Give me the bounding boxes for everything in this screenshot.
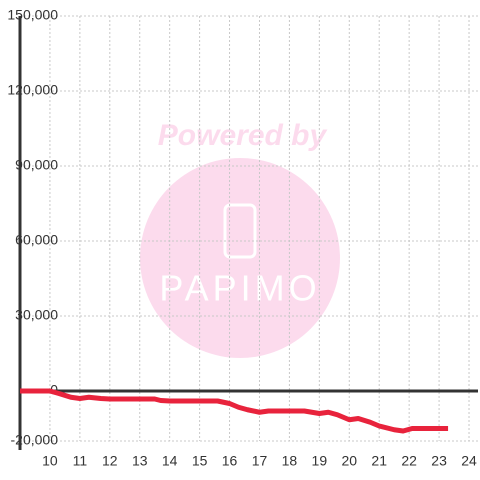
- x-tick-label: 20: [341, 453, 357, 469]
- x-tick-label: 10: [42, 453, 58, 469]
- x-tick-label: 16: [222, 453, 238, 469]
- x-tick-label: 11: [73, 453, 88, 469]
- x-tick-label: 24: [461, 453, 477, 469]
- data-line: [20, 388, 449, 434]
- y-tick-label: 60,000: [15, 232, 58, 248]
- y-tick-label: -20,000: [11, 432, 59, 448]
- y-tick-label: 30,000: [15, 307, 58, 323]
- watermark-caption: Powered by: [158, 119, 328, 152]
- x-tick-label: 23: [431, 453, 447, 469]
- x-tick-label: 12: [102, 453, 118, 469]
- x-tick-label: 21: [371, 453, 387, 469]
- y-tick-label: 120,000: [7, 82, 58, 98]
- x-tick-label: 15: [192, 453, 208, 469]
- y-tick-label: 150,000: [7, 7, 58, 23]
- y-tick-label: 90,000: [15, 157, 58, 173]
- x-tick-label: 14: [162, 453, 178, 469]
- x-tick-label: 22: [401, 453, 417, 469]
- watermark-brand: PAPIMO: [159, 268, 320, 309]
- x-tick-label: 17: [252, 453, 268, 469]
- x-tick-label: 18: [282, 453, 298, 469]
- watermark: Powered by PAPIMO: [140, 119, 340, 358]
- watermark-phone: [223, 203, 257, 259]
- x-tick-label: 13: [132, 453, 148, 469]
- x-tick-label: 19: [312, 453, 328, 469]
